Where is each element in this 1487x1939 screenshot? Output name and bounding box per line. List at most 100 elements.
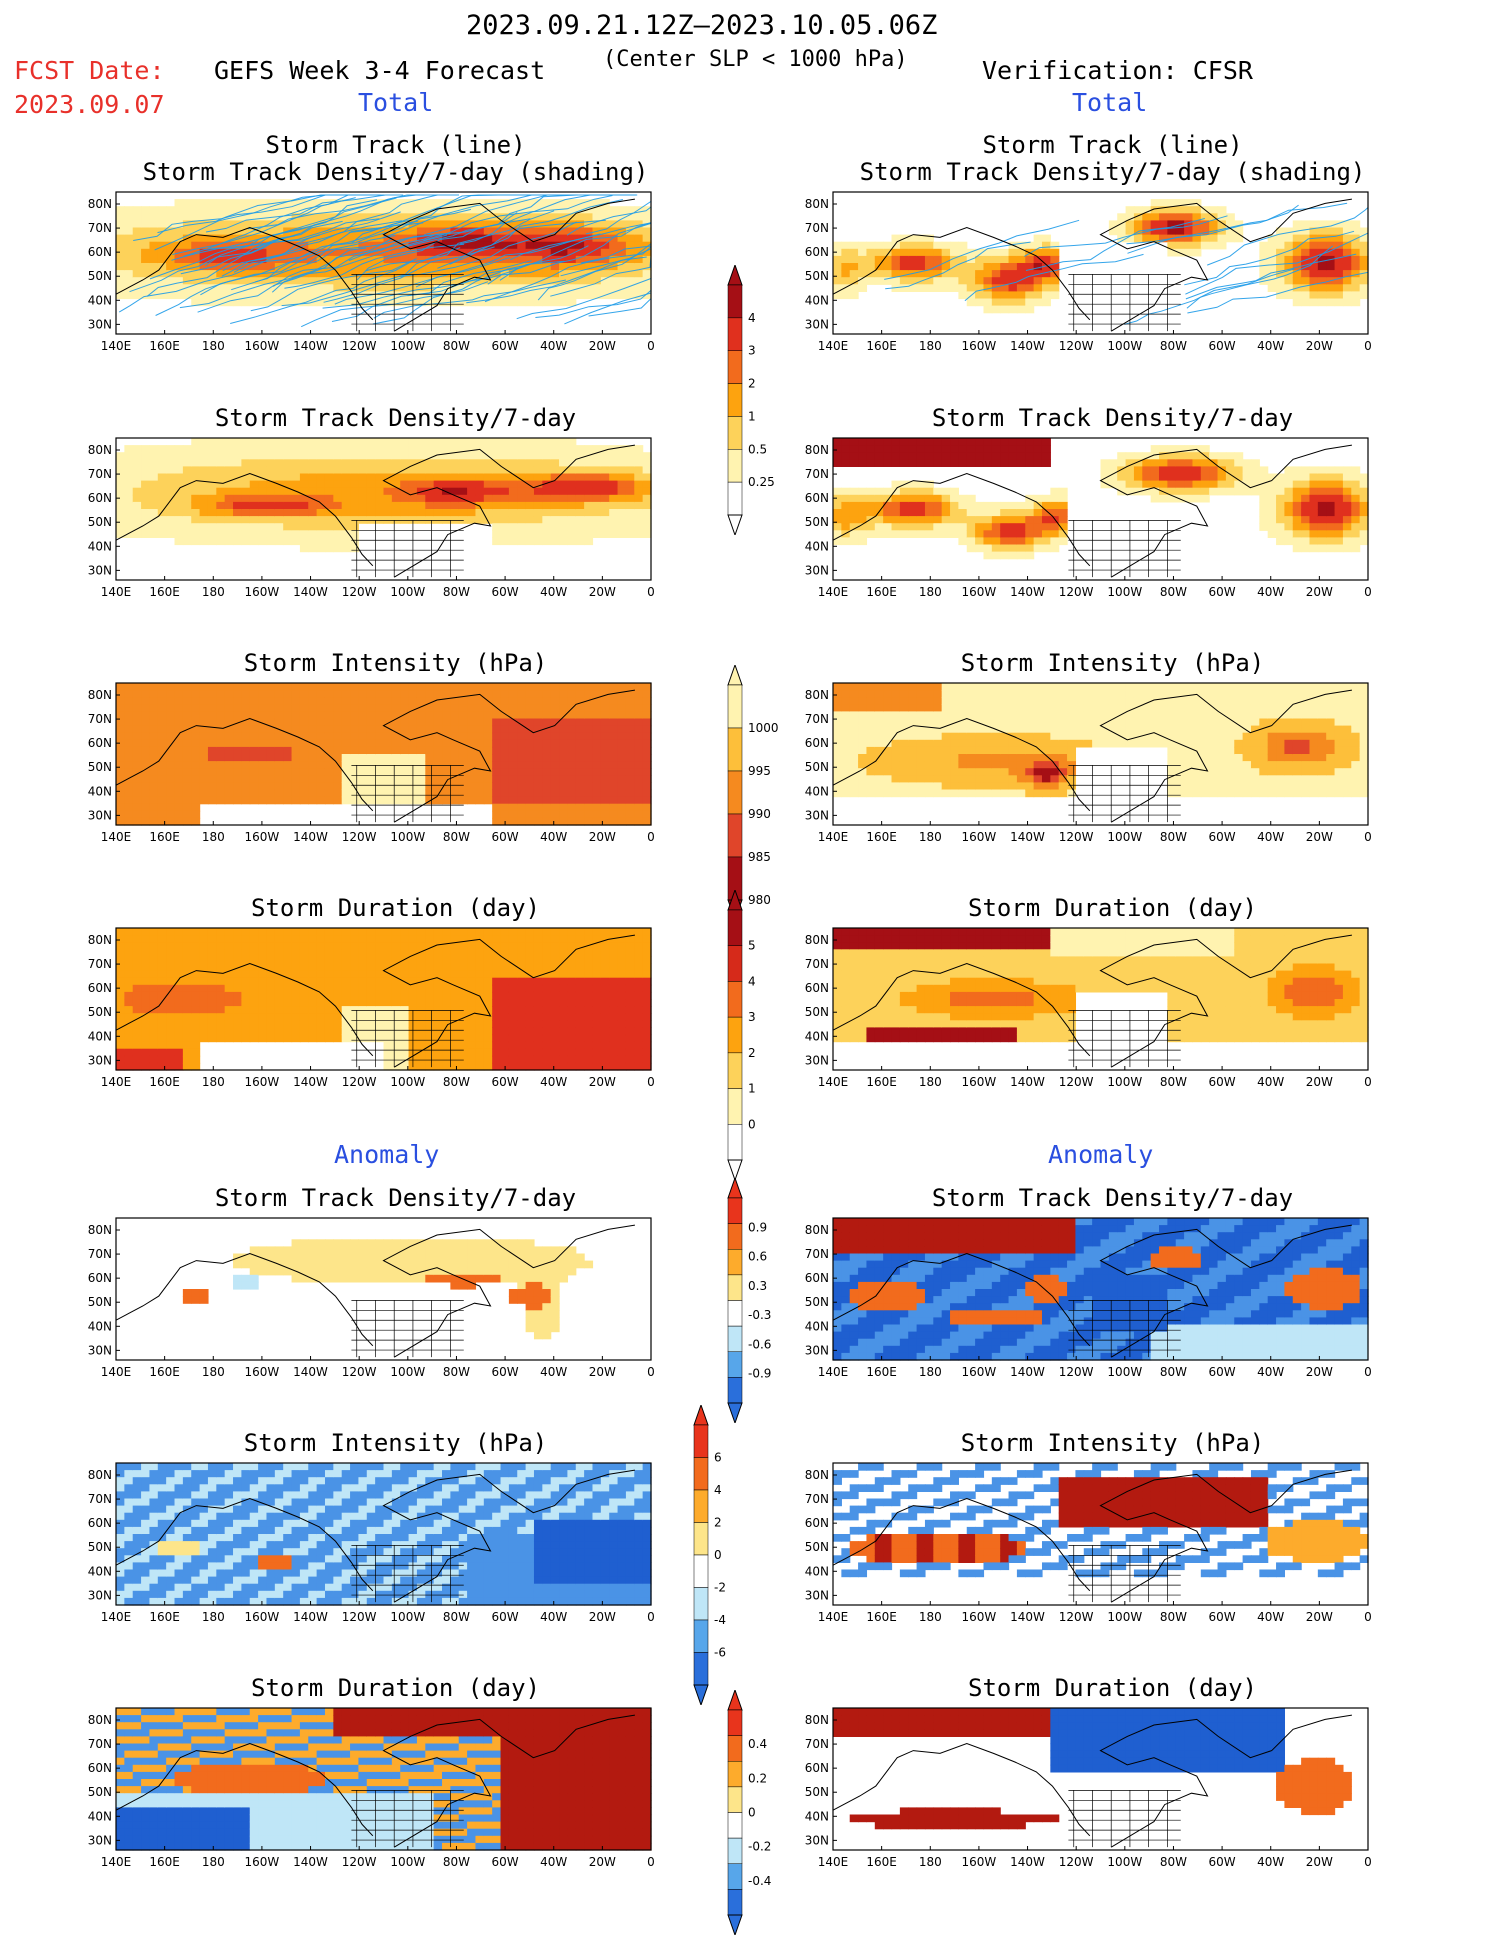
field-cell	[266, 509, 275, 517]
field-cell	[576, 719, 585, 727]
field-cell	[342, 481, 351, 489]
field-cell	[175, 740, 184, 748]
field-cell	[133, 481, 142, 489]
field-cell	[208, 775, 217, 783]
field-cell	[141, 488, 150, 496]
field-cell	[950, 249, 959, 257]
field-cell	[350, 481, 359, 489]
field-cell	[643, 530, 652, 538]
field-cell	[875, 775, 884, 783]
field-cell	[626, 509, 635, 517]
field-cell	[392, 438, 401, 446]
field-cell	[233, 466, 242, 474]
field-cell	[551, 495, 560, 503]
field-cell	[1318, 242, 1327, 250]
field-cell	[1284, 235, 1293, 243]
field-cell	[643, 683, 652, 691]
field-cell	[350, 474, 359, 482]
field-cell	[450, 726, 459, 734]
field-cell	[858, 726, 867, 734]
field-cell	[1218, 466, 1227, 474]
field-cell	[275, 445, 284, 453]
lat-tick-label: 50N	[805, 515, 829, 529]
field-cell	[592, 711, 601, 719]
field-cell	[517, 697, 526, 705]
field-cell	[275, 242, 284, 250]
field-cell	[175, 502, 184, 510]
field-cell	[576, 790, 585, 798]
field-cell	[908, 719, 917, 727]
field-cell	[275, 690, 284, 698]
field-cell	[258, 438, 267, 446]
field-cell	[841, 242, 850, 250]
field-cell	[241, 523, 250, 531]
field-cell	[534, 537, 543, 545]
field-cell	[333, 445, 342, 453]
field-cell	[492, 516, 501, 524]
field-cell	[367, 495, 376, 503]
field-cell	[1009, 445, 1018, 453]
field-cell	[208, 704, 217, 712]
field-cell	[308, 459, 317, 467]
field-cell	[900, 242, 909, 250]
field-cell	[1201, 488, 1210, 496]
field-cell	[618, 530, 627, 538]
field-cell	[584, 277, 593, 285]
field-cell	[1360, 235, 1369, 243]
field-cell	[175, 804, 184, 812]
field-cell	[634, 711, 643, 719]
lat-tick-label: 70N	[88, 221, 112, 235]
field-cell	[933, 495, 942, 503]
field-cell	[526, 775, 535, 783]
field-cell	[1000, 256, 1009, 264]
field-cell	[1134, 719, 1143, 727]
field-cell	[317, 754, 326, 762]
field-cell	[275, 775, 284, 783]
field-cell	[567, 761, 576, 769]
field-cell	[1301, 488, 1310, 496]
field-cell	[233, 481, 242, 489]
field-cell	[325, 683, 334, 691]
field-cell	[1017, 509, 1026, 517]
field-cell	[325, 545, 334, 553]
field-cell	[1000, 502, 1009, 510]
field-cell	[1326, 481, 1335, 489]
field-cell	[141, 740, 150, 748]
field-cell	[643, 509, 652, 517]
field-cell	[183, 754, 192, 762]
field-cell	[158, 516, 167, 524]
field-cell	[1025, 523, 1034, 531]
field-cell	[484, 768, 493, 776]
field-cell	[124, 235, 133, 243]
field-cell	[900, 768, 909, 776]
field-cell	[124, 683, 133, 691]
field-cell	[1201, 782, 1210, 790]
field-cell	[1176, 474, 1185, 482]
field-cell	[584, 523, 593, 531]
field-cell	[492, 502, 501, 510]
field-cell	[925, 697, 934, 705]
field-cell	[858, 790, 867, 798]
field-cell	[942, 523, 951, 531]
field-cell	[1017, 459, 1026, 467]
field-cell	[618, 220, 627, 228]
field-cell	[626, 775, 635, 783]
field-cell	[1059, 711, 1068, 719]
field-cell	[200, 452, 209, 460]
field-cell	[975, 545, 984, 553]
field-cell	[584, 797, 593, 805]
field-cell	[124, 733, 133, 741]
field-cell	[1293, 249, 1302, 257]
field-cell	[950, 790, 959, 798]
field-cell	[601, 488, 610, 496]
field-cell	[1184, 242, 1193, 250]
field-cell	[116, 530, 125, 538]
field-cell	[233, 488, 242, 496]
field-cell	[375, 754, 384, 762]
field-cell	[425, 768, 434, 776]
field-cell	[342, 704, 351, 712]
field-cell	[183, 811, 192, 819]
field-cell	[183, 733, 192, 741]
field-cell	[833, 249, 842, 257]
